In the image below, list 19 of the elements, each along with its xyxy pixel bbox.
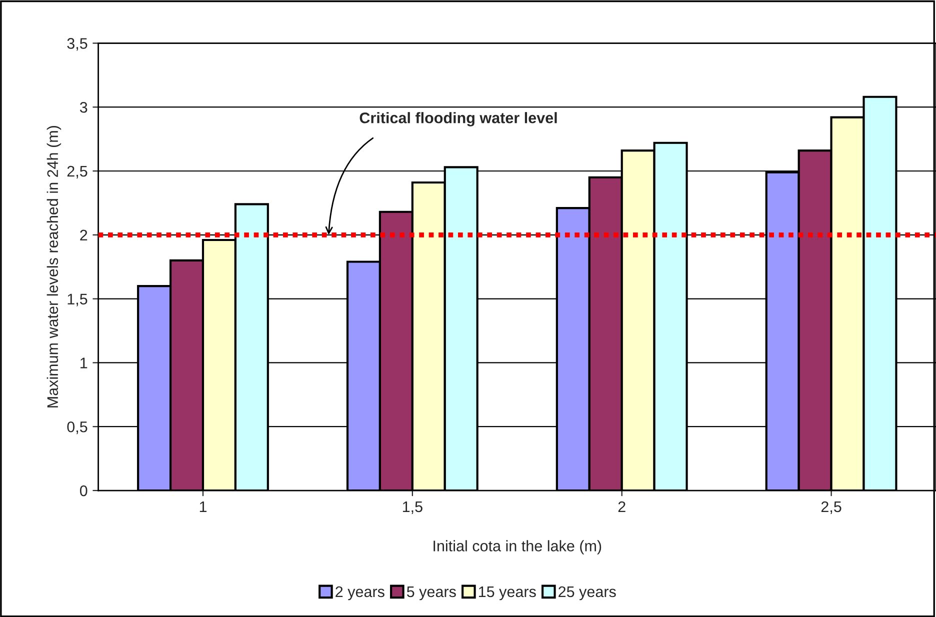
legend-label: 5 years [406,586,456,600]
y-tick-label: 0 [80,485,88,496]
y-tick-label: 1,5 [68,294,88,306]
x-tick-label: 1 [200,501,206,512]
y-tick-label: 3,5 [67,38,88,51]
legend-label: 2 years [336,586,384,600]
y-tick-label: 0,5 [67,421,88,434]
x-axis-title: Initial cota in the lake (m) [434,540,602,554]
y-tick-label: 2 [80,230,88,240]
y-tick-label: 2,5 [67,166,88,178]
x-tick-label: 2,5 [821,501,842,514]
legend-label: 25 years [558,586,616,600]
ref-line-label: Critical flooding water level [360,112,557,126]
x-tick-label: 2 [618,501,626,512]
y-tick-label: 3 [80,102,88,113]
x-tick-label: 1,5 [402,501,422,514]
legend-label: 15 years [479,586,536,600]
y-tick-label: 1 [80,358,88,368]
y-axis-title: Maximum water levels reached in 24h (m) [46,126,62,408]
